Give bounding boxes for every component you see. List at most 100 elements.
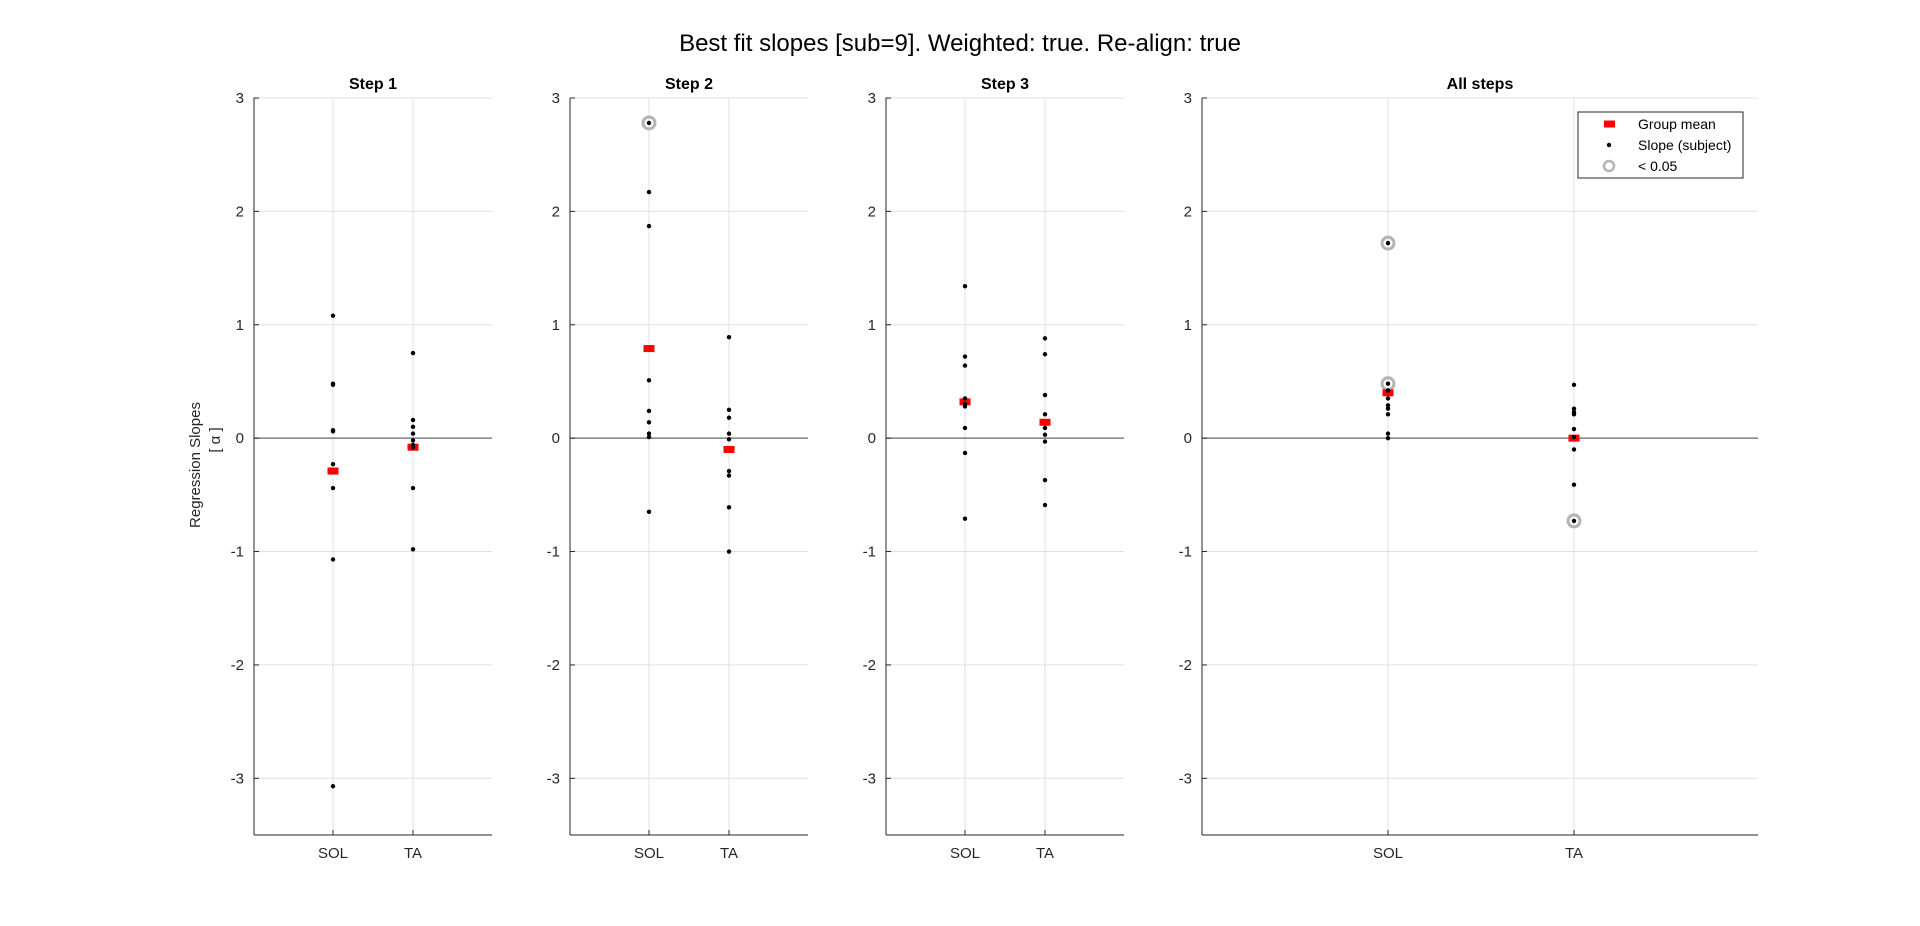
subject-slope-point [1042, 425, 1048, 431]
subject-slope-point [330, 462, 336, 467]
subject-slope-point [330, 429, 336, 434]
significance-marker [641, 115, 657, 131]
subject-slope-point [962, 284, 968, 289]
subject-slope-point [1042, 477, 1048, 483]
subject-slope-point [1385, 381, 1391, 386]
y-tick-label: 1 [552, 317, 560, 334]
figure-title: Best fit slopes [sub=9]. Weighted: true.… [679, 30, 1241, 57]
significance-marker [1566, 513, 1582, 529]
subject-slope-point [962, 363, 968, 368]
subject-slope-point [1042, 336, 1048, 341]
subject-slope-point [1385, 412, 1391, 417]
subject-slope-point [1385, 406, 1391, 411]
legend-entry-significant: < 0.05 [1638, 158, 1678, 174]
y-axis-label-line1: Regression Slopes [187, 402, 204, 528]
y-tick-label: 0 [868, 430, 876, 447]
subject-slope-point [410, 350, 416, 356]
subject-slope-point [330, 382, 336, 388]
subject-slope-point [1042, 392, 1048, 398]
x-tick-label: SOL [634, 845, 664, 862]
group-mean-marker [1382, 389, 1394, 397]
subject-slope-point [1385, 396, 1391, 401]
y-tick-label: 2 [1184, 203, 1192, 220]
subject-slope-point [726, 335, 732, 340]
subject-slope-point [726, 468, 732, 474]
subject-slope-point [1385, 388, 1391, 393]
subject-slope-point [1385, 240, 1391, 246]
subject-slope-point [726, 505, 732, 510]
subject-slope-point [1571, 406, 1577, 411]
y-tick-label: -3 [863, 770, 876, 787]
subject-slope-point [726, 549, 732, 554]
panel-title: Step 3 [981, 76, 1029, 93]
subject-slope-point [726, 431, 732, 436]
subject-slope-point [1042, 412, 1048, 417]
subject-slope-point [410, 431, 416, 436]
y-tick-label: -2 [863, 657, 876, 674]
y-tick-label: 1 [236, 317, 244, 334]
group-mean-marker [959, 398, 971, 406]
y-axis-label: Regression Slopes [ α ] [187, 402, 224, 528]
y-tick-label: -2 [231, 657, 244, 674]
y-tick-label: -1 [547, 544, 560, 561]
legend-entry-slope-subject: Slope (subject) [1638, 137, 1731, 153]
y-tick-label: -1 [231, 544, 244, 561]
subject-slope-point [962, 404, 968, 409]
y-tick-label: -3 [231, 770, 244, 787]
y-axis-label-line2: [ α ] [207, 427, 224, 452]
subject-slope-point [410, 438, 416, 443]
subject-slope-point [1042, 352, 1048, 357]
subject-slope-point [1042, 502, 1048, 508]
subject-slope-point [1042, 439, 1048, 444]
y-tick-label: 3 [236, 90, 244, 107]
y-tick-label: 3 [552, 90, 560, 107]
y-tick-label: 0 [552, 430, 560, 447]
y-tick-label: 3 [1184, 90, 1192, 107]
subject-slope-point [726, 437, 732, 442]
y-tick-label: 2 [236, 203, 244, 220]
subject-slope-point [726, 415, 732, 420]
subject-slope-point [1571, 434, 1577, 440]
subject-slope-point [726, 473, 732, 478]
subject-slope-point [646, 434, 652, 440]
subject-slope-point [646, 189, 652, 195]
subject-slope-point [1385, 431, 1391, 436]
subject-slope-point [410, 417, 416, 423]
x-tick-label: TA [404, 845, 422, 862]
panel-3: -3 -2 -1 0 1 2 3 SOL TA Step 3 [863, 76, 1124, 862]
panel-title: Step 1 [349, 76, 397, 93]
subject-slope-point [1571, 482, 1577, 487]
x-tick-label: SOL [318, 845, 348, 862]
subject-slope-point [330, 784, 336, 789]
y-tick-label: 1 [1184, 317, 1192, 334]
panel-2: -3 -2 -1 0 1 2 3 SOL TA Step 2 [547, 76, 808, 862]
legend-swatch-group-mean [1604, 120, 1615, 128]
subject-slope-point [410, 424, 416, 430]
subject-slope-point [962, 516, 968, 521]
legend-swatch-slope-subject [1606, 142, 1612, 148]
subject-slope-point [1571, 426, 1577, 432]
subject-slope-point [962, 396, 968, 401]
x-tick-label: TA [1565, 845, 1583, 862]
subject-slope-point [646, 431, 652, 436]
subject-slope-point [646, 223, 652, 229]
significance-marker [1380, 235, 1396, 251]
legend-entry-group-mean: Group mean [1638, 116, 1716, 132]
subject-slope-point [410, 445, 416, 450]
panel-title: All steps [1447, 76, 1514, 93]
y-tick-label: -2 [547, 657, 560, 674]
subject-slope-point [330, 485, 336, 491]
y-tick-label: -3 [1179, 770, 1192, 787]
x-tick-label: TA [720, 845, 738, 862]
panel-1: -3 -2 -1 0 1 2 3 SOL TA Step 1 [231, 76, 492, 862]
subject-slope-point [1571, 447, 1577, 452]
y-tick-label: -1 [863, 544, 876, 561]
y-tick-label: -3 [547, 770, 560, 787]
subject-slope-point [726, 407, 732, 413]
y-tick-label: 2 [868, 203, 876, 220]
group-mean-marker [1039, 418, 1051, 426]
group-mean-marker [723, 445, 735, 453]
panel-4: -3 -2 -1 0 1 2 3 SOL TA All steps [1179, 76, 1758, 862]
subject-slope-point [410, 485, 416, 491]
